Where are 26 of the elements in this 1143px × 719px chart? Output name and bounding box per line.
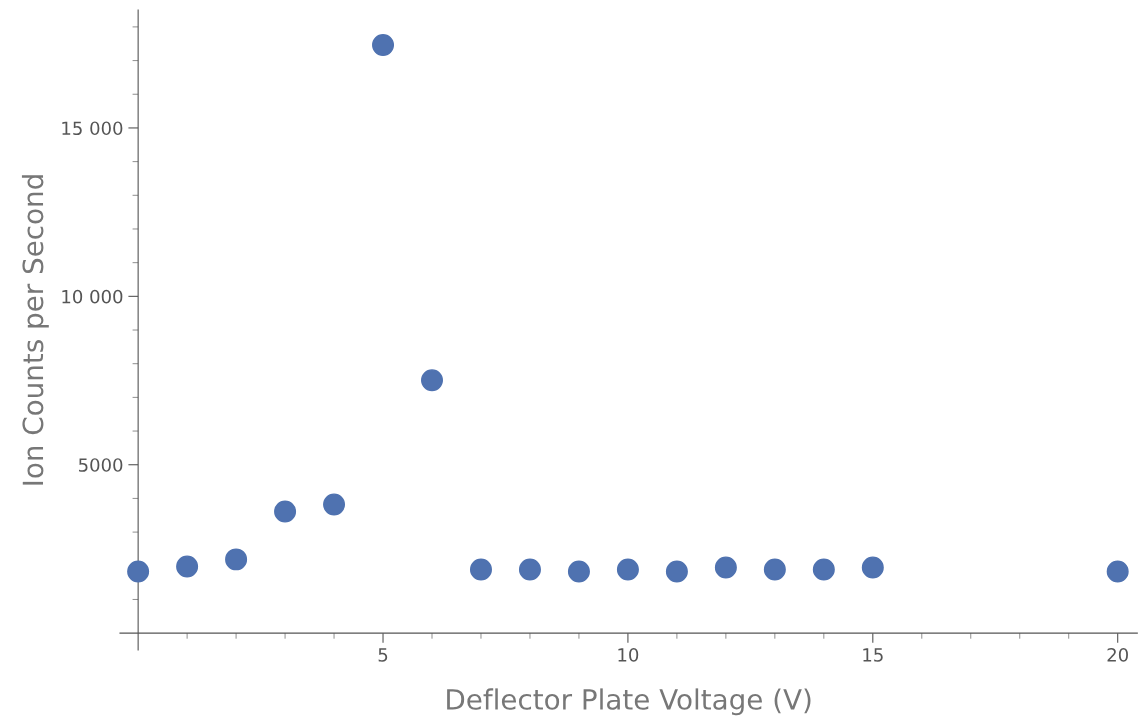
point — [127, 560, 150, 583]
y-tick-label: 10 000 — [62, 289, 123, 304]
point — [469, 558, 492, 581]
point — [225, 548, 248, 571]
y-tick-label: 15 000 — [62, 121, 123, 136]
x-tick-label: 5 — [378, 648, 388, 662]
point — [518, 558, 541, 581]
point — [176, 555, 199, 578]
point — [421, 369, 443, 392]
point — [763, 558, 786, 581]
point — [861, 556, 884, 579]
y-axis-title: Ion Counts per Second — [21, 175, 49, 485]
x-tick-label: 10 — [618, 648, 639, 662]
point — [323, 493, 346, 516]
point — [567, 560, 590, 583]
point — [1106, 560, 1129, 583]
point — [665, 560, 688, 583]
x-tick-label: 20 — [1107, 648, 1128, 662]
x-axis-title: Deflector Plate Voltage (V) — [447, 688, 811, 716]
point — [616, 558, 639, 581]
point — [714, 556, 737, 579]
point — [812, 558, 835, 581]
x-tick-label: 15 — [863, 648, 883, 662]
y-tick-label: 5000 — [79, 458, 123, 472]
point — [274, 500, 297, 523]
point — [372, 34, 395, 57]
